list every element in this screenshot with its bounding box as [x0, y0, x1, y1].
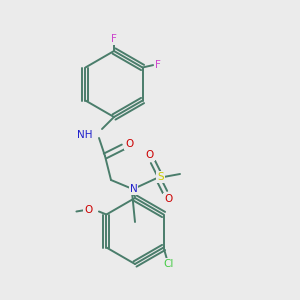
Text: O: O [164, 194, 172, 205]
Text: Cl: Cl [163, 259, 173, 269]
Text: NH: NH [77, 130, 93, 140]
Text: S: S [157, 172, 164, 182]
Text: F: F [154, 59, 160, 70]
Text: O: O [146, 149, 154, 160]
Text: O: O [125, 139, 134, 149]
Text: O: O [84, 205, 92, 215]
Text: N: N [130, 184, 137, 194]
Text: F: F [111, 34, 117, 44]
